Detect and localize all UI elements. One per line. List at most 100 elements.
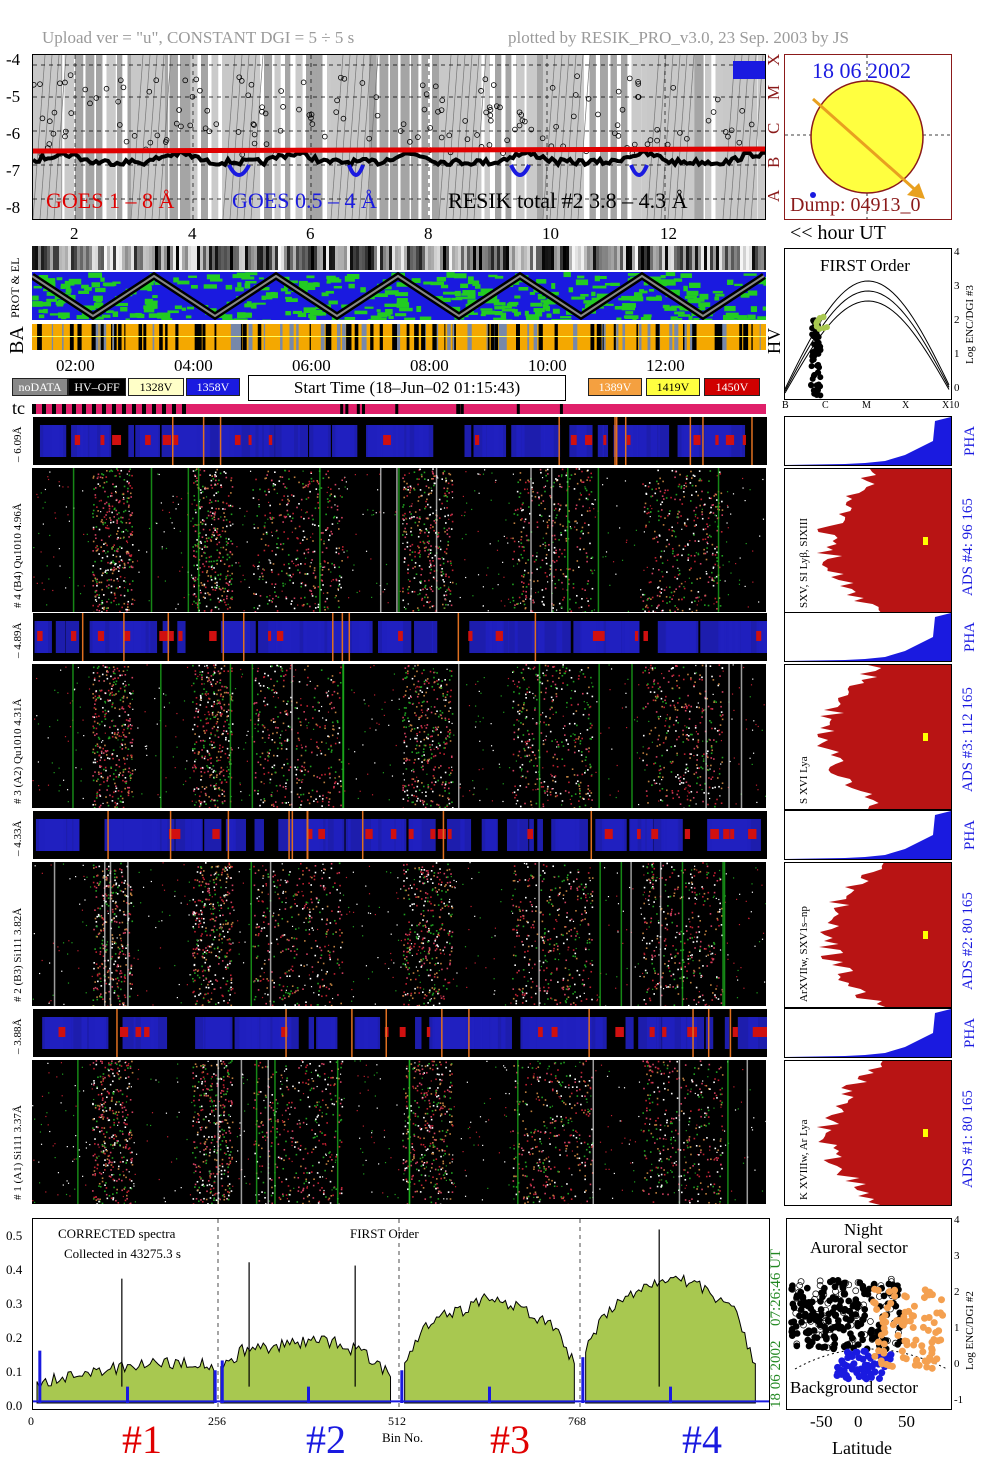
orbit-track bbox=[32, 272, 766, 320]
goes-class-tick: A bbox=[764, 189, 783, 202]
goes-y-tick: -4 bbox=[6, 50, 21, 69]
spectrum-order-label: FIRST Order bbox=[350, 1226, 419, 1241]
latitude-y-tick: -1 bbox=[954, 1394, 964, 1406]
spectrum-y-tick: 0.4 bbox=[6, 1262, 23, 1277]
latitude-x-tick: 0 bbox=[854, 1412, 863, 1431]
latitude-panel bbox=[786, 1218, 952, 1410]
hv-x-tick: B bbox=[782, 400, 789, 411]
tc-label: tc bbox=[12, 398, 25, 418]
channel-2-label: #2 bbox=[306, 1417, 346, 1462]
spectrum-y-tick: 0.2 bbox=[6, 1330, 23, 1345]
detector-ads-histogram bbox=[784, 468, 952, 614]
spectrum-date: 18 06 2002 bbox=[768, 1340, 784, 1409]
spectrum-y-tick: 0.1 bbox=[6, 1364, 23, 1379]
goes-x-tick: 4 bbox=[188, 224, 197, 243]
goes-plot bbox=[33, 55, 765, 219]
spectrum-x-tick: 256 bbox=[208, 1414, 226, 1428]
orbit-time-tick: 02:00 bbox=[56, 356, 95, 375]
channel-4-label: #4 bbox=[682, 1417, 722, 1462]
goes-class-tick: X bbox=[764, 53, 783, 66]
hv-y-tick: 0 bbox=[954, 382, 960, 394]
spectrum-time: 07:26:46 UT bbox=[768, 1248, 784, 1326]
goes-y-tick: -6 bbox=[6, 124, 21, 143]
resik-total-label: RESIK total #2 3.8 – 4.3 Å bbox=[448, 188, 688, 213]
prot-el-bar bbox=[32, 246, 766, 270]
hv-title: FIRST Order bbox=[820, 256, 910, 275]
legend-1389v: 1389V bbox=[588, 378, 642, 396]
detector-ads-histogram bbox=[784, 862, 952, 1008]
legend-nodata: noDATA bbox=[12, 378, 68, 396]
latitude-x-tick: -50 bbox=[810, 1412, 833, 1431]
ba-bar bbox=[32, 324, 766, 350]
detector-raster bbox=[32, 664, 766, 808]
detector-side-label: K XVIIIw, Ar Lya bbox=[798, 1119, 810, 1200]
detector-pha-histogram bbox=[784, 612, 952, 662]
detector-pha-text: PHA bbox=[962, 425, 978, 456]
hv-y-tick: 2 bbox=[954, 314, 960, 326]
goes-x-tick: 2 bbox=[70, 224, 79, 243]
detector-side-label: SXV, SI Lyβ, SIXIII bbox=[798, 517, 810, 608]
goes-x-tick: 10 bbox=[542, 224, 559, 243]
channel-1-label: #1 bbox=[122, 1417, 162, 1462]
goes-panel bbox=[32, 54, 766, 220]
latitude-y-label: Log ENC/DGI #2 bbox=[964, 1291, 976, 1370]
orbit-time-tick: 10:00 bbox=[528, 356, 567, 375]
sun-panel bbox=[784, 54, 952, 220]
header-left: Upload ver = "u", CONSTANT DGI = 5 ÷ 5 s bbox=[42, 28, 355, 47]
goes-y-tick: -8 bbox=[6, 198, 21, 217]
detector-pha-strip bbox=[32, 612, 768, 662]
hv-y-label: Log ENC/DGI #3 bbox=[964, 285, 976, 364]
detector-ads-histogram bbox=[784, 664, 952, 810]
detector-ads-text: ADS #3: 112 165 bbox=[960, 687, 976, 792]
detector-ads-text: ADS #1: 80 165 bbox=[960, 1090, 976, 1188]
spectrum-y-tick: 0.0 bbox=[6, 1398, 23, 1413]
spectrum-series-3 bbox=[404, 1292, 575, 1404]
legend-1450v: 1450V bbox=[704, 378, 760, 396]
channel-3-label: #3 bbox=[490, 1417, 530, 1462]
detector-pha-strip bbox=[32, 810, 768, 860]
goes-y-tick: -7 bbox=[6, 161, 21, 180]
detector-ads-text: ADS #2: 80 165 bbox=[960, 892, 976, 990]
detector-ads-histogram bbox=[784, 1060, 952, 1206]
header-right: plotted by RESIK_PRO_v3.0, 23 Sep. 2003 … bbox=[508, 28, 849, 47]
detector-main-label: # 2 (B3) Si111 3.82Å bbox=[12, 907, 24, 1002]
goes-x-tick: 12 bbox=[660, 224, 677, 243]
orbit-time-tick: 06:00 bbox=[292, 356, 331, 375]
hv-label: HV bbox=[764, 328, 784, 354]
detector-pha-label: – 6.09Å bbox=[12, 426, 24, 462]
legend-1328v: 1328V bbox=[128, 378, 184, 396]
detector-raster bbox=[32, 1060, 766, 1204]
tc-bar bbox=[32, 404, 766, 414]
goes-x-tick: 8 bbox=[424, 224, 433, 243]
latitude-y-tick: 0 bbox=[954, 1358, 960, 1370]
hv-x-tick: X bbox=[902, 400, 910, 411]
legend-1358v: 1358V bbox=[186, 378, 240, 396]
goes-class-tick: C bbox=[764, 122, 783, 134]
detector-pha-histogram bbox=[784, 810, 952, 860]
spectrum-x-tick: 512 bbox=[388, 1414, 406, 1428]
orbit-time-tick: 12:00 bbox=[646, 356, 685, 375]
detector-side-label: S XVI Lya bbox=[798, 756, 810, 804]
latitude-x-tick: 50 bbox=[898, 1412, 915, 1431]
detector-side-label: ArXVIIw, SXV1s–np bbox=[798, 906, 810, 1002]
latitude-y-tick: 4 bbox=[954, 1214, 960, 1226]
orbit-time-tick: 08:00 bbox=[410, 356, 449, 375]
latitude-y-tick: 3 bbox=[954, 1250, 960, 1262]
hour-ut-label: << hour UT bbox=[790, 222, 886, 244]
hv-x-tick: C bbox=[822, 400, 829, 411]
goes-short-label: GOES 0.5 – 4 Å bbox=[232, 188, 377, 213]
hv-y-tick: 4 bbox=[954, 246, 960, 258]
legend-hv-off: HV–OFF bbox=[68, 378, 126, 396]
latitude-auroral: Auroral sector bbox=[810, 1238, 908, 1257]
detector-pha-label: – 4.33Å bbox=[12, 820, 24, 856]
goes-long-curve bbox=[33, 146, 765, 154]
goes-long-label: GOES 1 – 8 Å bbox=[46, 188, 175, 213]
detector-pha-strip bbox=[32, 416, 768, 466]
start-time: Start Time (18–Jun–02 01:15:43) bbox=[248, 375, 566, 401]
goes-class-tick: M bbox=[764, 84, 783, 100]
latitude-y-tick: 2 bbox=[954, 1286, 960, 1298]
goes-x-tick: 6 bbox=[306, 224, 315, 243]
sun-dump: Dump: 04913_0 bbox=[790, 194, 921, 216]
sun-date: 18 06 2002 bbox=[812, 58, 911, 83]
spectrum-x-tick: 768 bbox=[568, 1414, 586, 1428]
